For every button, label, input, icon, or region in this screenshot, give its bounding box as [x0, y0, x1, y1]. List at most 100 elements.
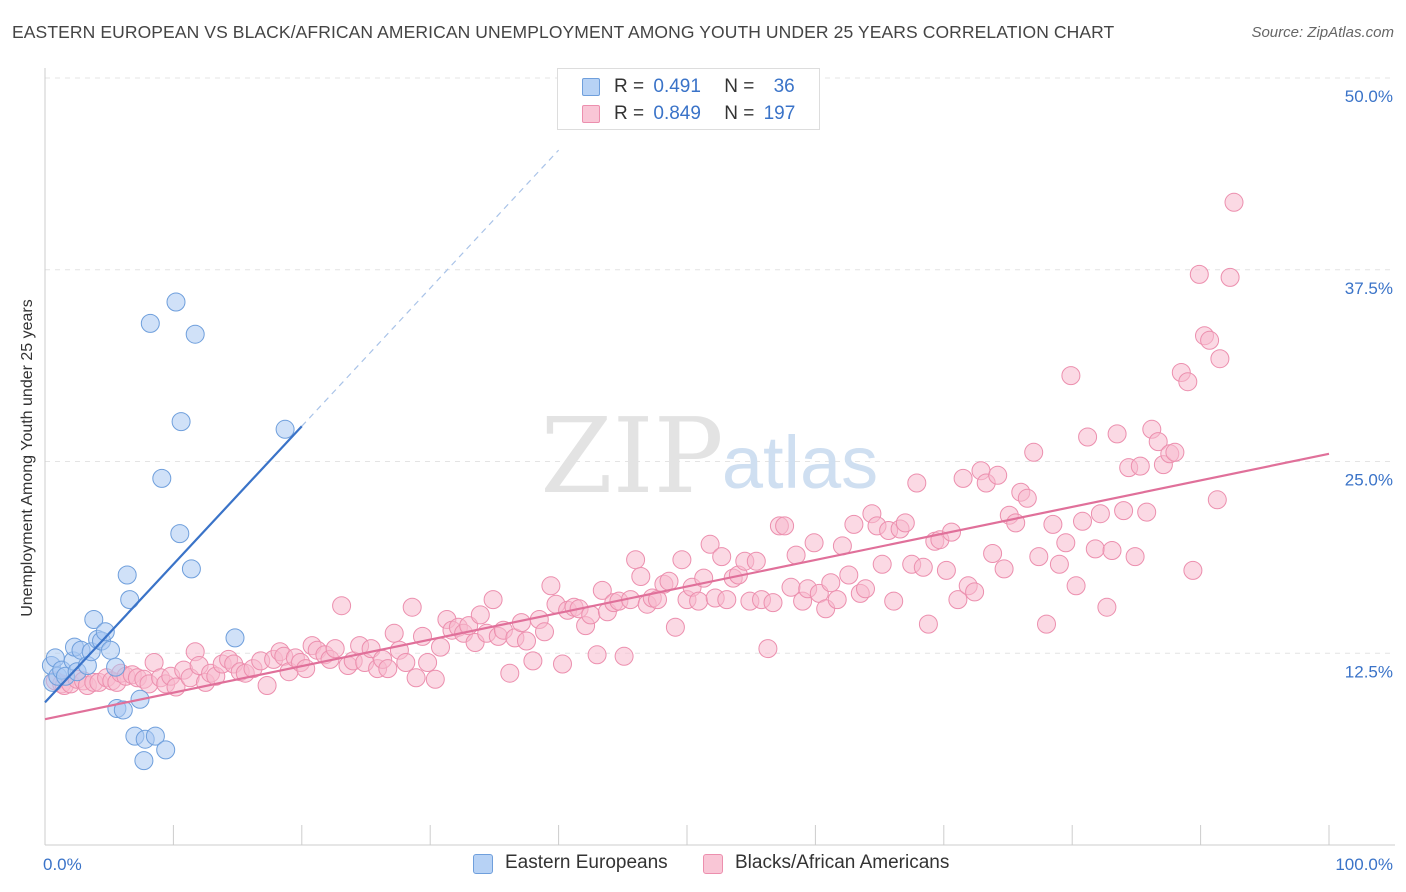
eastern-european-point	[101, 640, 120, 660]
black-african-american-point	[1073, 511, 1092, 531]
black-african-american-point	[1056, 533, 1076, 553]
black-african-american-point	[1220, 267, 1240, 287]
watermark-zip: ZIP	[540, 395, 723, 517]
legend-label: Eastern Europeans	[505, 852, 668, 873]
black-african-american-point	[470, 605, 490, 625]
black-african-american-point	[396, 653, 416, 672]
eastern-european-point	[181, 559, 201, 579]
black-african-american-point	[1037, 614, 1056, 634]
black-african-american-point	[856, 579, 875, 599]
stats-legend: R = 0.491 N = 36 R = 0.849 N = 197	[557, 68, 820, 130]
eastern-european-point	[152, 468, 172, 488]
black-african-american-point	[325, 639, 345, 659]
black-african-american-point	[614, 646, 634, 666]
n-value: 197	[763, 103, 796, 124]
black-african-american-point	[592, 580, 612, 600]
black-african-american-point	[1183, 560, 1203, 580]
black-african-american-point	[659, 571, 679, 591]
y-tick-label: 37.5%	[1345, 279, 1393, 298]
black-african-american-point	[672, 550, 692, 570]
eastern-european-point	[120, 590, 140, 610]
y-tick-label: 12.5%	[1345, 662, 1393, 681]
black-african-american-point	[384, 623, 404, 643]
black-african-american-point	[1178, 372, 1198, 392]
black-african-american-point	[517, 631, 536, 651]
eastern-european-point	[106, 657, 126, 677]
black-african-american-point	[626, 550, 646, 570]
black-african-american-point	[1125, 547, 1145, 567]
black-african-american-point	[402, 597, 422, 617]
blue-swatch	[473, 854, 493, 874]
black-african-american-point	[827, 590, 847, 610]
r-label: R =	[614, 103, 645, 124]
r-label: R =	[614, 76, 645, 97]
black-african-american-point	[257, 676, 277, 695]
axis-layer	[44, 68, 1395, 846]
black-african-american-point	[1224, 192, 1244, 212]
watermark: ZIP atlas	[540, 395, 878, 517]
eastern-european-point	[140, 313, 160, 333]
black-african-american-point	[587, 645, 607, 665]
black-african-american-point	[1066, 576, 1086, 596]
black-african-american-point	[523, 651, 543, 671]
black-african-american-point	[983, 544, 1003, 563]
black-african-american-point	[1024, 442, 1044, 462]
black-african-american-point	[907, 473, 927, 493]
black-african-american-point	[758, 639, 778, 659]
black-african-american-point	[1049, 554, 1069, 574]
black-african-american-point	[1043, 514, 1063, 534]
tick-label-layer: 12.5% 25.0% 37.5% 50.0% 0.0% 100.0%	[43, 87, 1393, 874]
black-african-american-point	[1107, 424, 1127, 444]
black-african-american-point	[500, 663, 520, 683]
black-african-american-point	[665, 617, 685, 637]
eastern-european-point	[171, 412, 191, 432]
black-african-american-point	[1090, 504, 1110, 524]
black-african-american-point	[1189, 264, 1209, 284]
black-african-american-point	[1130, 456, 1150, 476]
black-african-american-point	[918, 614, 938, 634]
eastern-european-point	[185, 324, 205, 344]
black-african-american-point	[844, 514, 864, 534]
eastern-european-point	[225, 628, 245, 648]
black-african-american-point	[541, 576, 561, 596]
black-african-american-point	[988, 465, 1008, 485]
black-african-american-point	[418, 653, 438, 672]
black-african-american-point	[535, 622, 554, 642]
black-african-american-point	[689, 591, 709, 611]
black-african-american-point	[553, 654, 572, 674]
black-african-american-point	[631, 567, 651, 586]
eastern-european-point	[156, 740, 176, 760]
black-african-american-point	[821, 573, 841, 593]
black-african-american-point	[1102, 541, 1122, 560]
blue-swatch	[582, 78, 600, 96]
black-african-american-point	[936, 560, 956, 580]
black-african-american-point	[1207, 490, 1227, 510]
chart-title: EASTERN EUROPEAN VS BLACK/AFRICAN AMERIC…	[12, 22, 1115, 42]
black-african-american-point	[1210, 349, 1230, 369]
r-value: 0.491	[653, 76, 701, 97]
black-african-american-trend-line	[44, 452, 1330, 721]
black-african-american-point	[746, 551, 766, 571]
pink-swatch	[703, 854, 723, 874]
black-african-american-point	[994, 559, 1014, 579]
eastern-european-point	[95, 622, 115, 642]
black-african-american-point	[296, 659, 316, 679]
black-african-american-point	[1085, 539, 1105, 559]
eastern-european-point	[275, 419, 295, 439]
black-african-american-point	[895, 513, 915, 533]
eastern-european-trend-line	[44, 425, 303, 704]
black-african-american-point	[913, 557, 933, 577]
black-african-american-point	[775, 516, 795, 536]
eastern-european-point	[145, 726, 165, 746]
eastern-european-point	[134, 751, 154, 771]
black-african-american-point	[712, 547, 732, 567]
y-tick-label: 50.0%	[1345, 87, 1393, 106]
trend-layer	[44, 149, 1330, 721]
chart-source: Source: ZipAtlas.com	[1251, 24, 1394, 41]
eastern-european-point	[117, 565, 137, 585]
black-african-american-point	[763, 593, 783, 613]
black-african-american-point	[1114, 501, 1134, 521]
black-african-american-point	[717, 590, 737, 610]
black-african-american-point	[1165, 442, 1185, 462]
black-african-american-point	[332, 596, 352, 616]
